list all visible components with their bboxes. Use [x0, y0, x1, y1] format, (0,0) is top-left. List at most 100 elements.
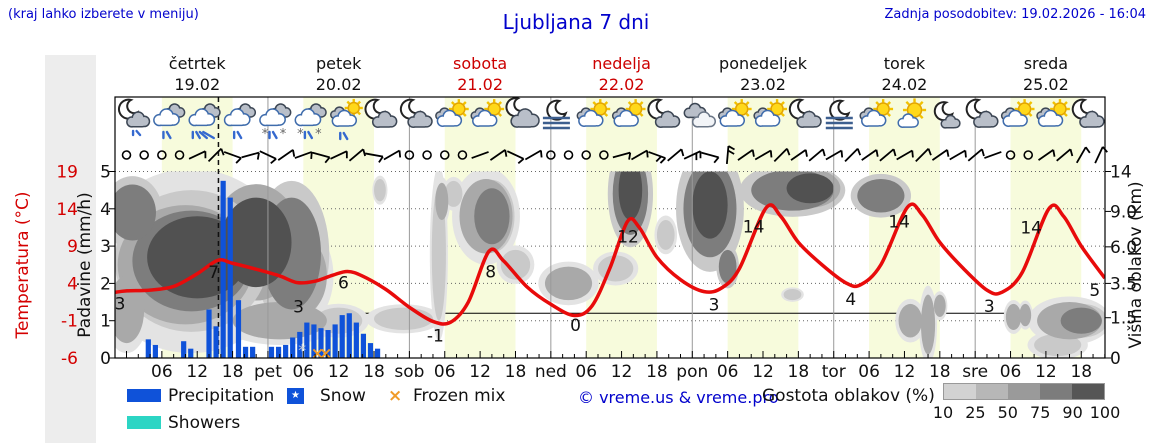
credit-link[interactable]: © vreme.us & vreme.pro — [578, 388, 779, 407]
weather-icon-cloudy — [683, 102, 717, 128]
day-date: 19.02 — [174, 75, 221, 94]
temp-tick: -1 — [61, 312, 78, 332]
day-date: 25.02 — [1022, 75, 1069, 94]
day-abbr: tor — [822, 362, 846, 382]
precip-bars — [145, 180, 381, 358]
time-tick: 12 — [1035, 362, 1057, 382]
svg-text:12: 12 — [617, 227, 639, 247]
day-abbr: pet — [254, 362, 282, 382]
day-name: ponedeljek — [719, 54, 807, 73]
day-date: 23.02 — [740, 75, 786, 94]
day-header: četrtek 19.02 — [126, 53, 268, 95]
density-segment — [1072, 384, 1104, 399]
weather-icon-rain2 — [223, 103, 257, 140]
time-tick: 06 — [858, 362, 880, 382]
cloud-axis-title: Višina oblakov (km) — [1126, 181, 1146, 348]
svg-text:5: 5 — [1089, 281, 1100, 301]
weather-icon-moon-cloud-drizzle — [117, 98, 151, 137]
svg-text:14: 14 — [1020, 218, 1042, 238]
svg-text:3: 3 — [984, 297, 995, 317]
showers-swatch — [127, 416, 161, 429]
density-tick: 50 — [997, 403, 1018, 422]
temp-axis-title: Temperatura (°C) — [13, 191, 33, 339]
weather-icon-sun-cloud — [435, 99, 469, 127]
density-tick: 75 — [1030, 403, 1051, 422]
time-tick: 06 — [575, 362, 597, 382]
svg-text:*: * — [262, 127, 269, 142]
snow-star-icon: ★ — [291, 390, 300, 401]
precipitation-label: Precipitation — [168, 386, 275, 406]
weather-icon-moon-cloud — [1071, 98, 1105, 128]
day-name: četrtek — [168, 54, 226, 73]
temp-tick: 9 — [67, 237, 78, 257]
frozen-mix-label: Frozen mix — [413, 386, 506, 406]
day-name: petek — [315, 54, 362, 73]
time-tick: 06 — [292, 362, 314, 382]
svg-text:3: 3 — [293, 298, 304, 318]
day-header: sreda 25.02 — [975, 53, 1117, 95]
axis-ticks — [109, 171, 1111, 359]
weather-icon-moon-big-cloud — [505, 97, 540, 128]
weather-icon-shower-sun — [330, 98, 363, 141]
precip-tick: 2 — [100, 274, 111, 294]
time-tick: 18 — [1070, 362, 1092, 382]
cloud-density-label: Gostota oblakov (%) — [762, 386, 935, 406]
weather-icon-moon-fog — [542, 99, 570, 130]
weather-icon-rain2 — [153, 103, 186, 140]
cloud-tick: 3.5 — [1110, 274, 1137, 294]
day-name: nedelja — [592, 54, 651, 73]
precip-axis-title: Padavine (mm/h) — [75, 192, 95, 337]
weather-icons: * * * * — [117, 97, 1105, 142]
time-tick: 12 — [328, 362, 350, 382]
svg-text:3: 3 — [709, 295, 720, 315]
menu-hint: (kraj lahko izberete v meniju) — [8, 7, 199, 22]
page-title: Ljubljana 7 dni — [502, 10, 650, 34]
density-segment — [944, 384, 976, 399]
svg-text:*: * — [280, 127, 287, 142]
density-tick: 25 — [965, 403, 986, 422]
svg-text:8: 8 — [485, 262, 496, 282]
svg-text:14: 14 — [743, 218, 765, 238]
weather-icon-moon-cloud — [364, 98, 398, 128]
left-axis-strip — [45, 55, 96, 443]
temp-tick: 14 — [56, 200, 78, 220]
weather-icon-moon-cloud — [788, 98, 822, 128]
temp-tick: -6 — [61, 349, 78, 369]
time-tick: 18 — [788, 362, 810, 382]
precip-tick: 0 — [100, 349, 111, 369]
cloud-tick: 6.0 — [1110, 238, 1137, 258]
day-header: ponedeljek 23.02 — [692, 53, 834, 95]
day-name: sreda — [1023, 54, 1069, 73]
time-tick: 06 — [434, 362, 456, 382]
time-tick: 12 — [611, 362, 633, 382]
precip-tick: 1 — [100, 312, 111, 332]
wind-barbs — [121, 145, 1108, 165]
cloud-tick: 9.0 — [1110, 202, 1137, 222]
svg-text:0: 0 — [570, 316, 581, 336]
day-abbr: sre — [962, 362, 988, 382]
cloud-tick: 14 — [1110, 163, 1132, 183]
time-tick: 12 — [894, 362, 916, 382]
cloud-shading — [115, 171, 1105, 358]
svg-text:-1: -1 — [427, 327, 444, 347]
day-date: 24.02 — [881, 75, 928, 94]
weather-icon-sleet: * * — [294, 103, 327, 142]
temperature-curve — [115, 202, 1105, 326]
time-tick: 12 — [469, 362, 491, 382]
svg-text:4: 4 — [845, 290, 856, 310]
day-date: 22.02 — [598, 75, 645, 94]
weather-icon-moon-cloud — [965, 98, 999, 128]
day-header: sobota 21.02 — [409, 53, 551, 95]
time-tick: 18 — [646, 362, 668, 382]
time-tick: 06 — [1000, 362, 1022, 382]
weather-icon-sun-cloud — [717, 99, 752, 127]
weather-icon-moon-cloud — [647, 98, 681, 128]
time-tick: 18 — [363, 362, 385, 382]
precip-tick: 5 — [100, 163, 111, 183]
weather-icon-sun-cloud — [611, 99, 646, 127]
svg-text:14: 14 — [888, 212, 910, 232]
svg-text:3: 3 — [115, 295, 126, 315]
svg-text:7: 7 — [208, 263, 219, 283]
